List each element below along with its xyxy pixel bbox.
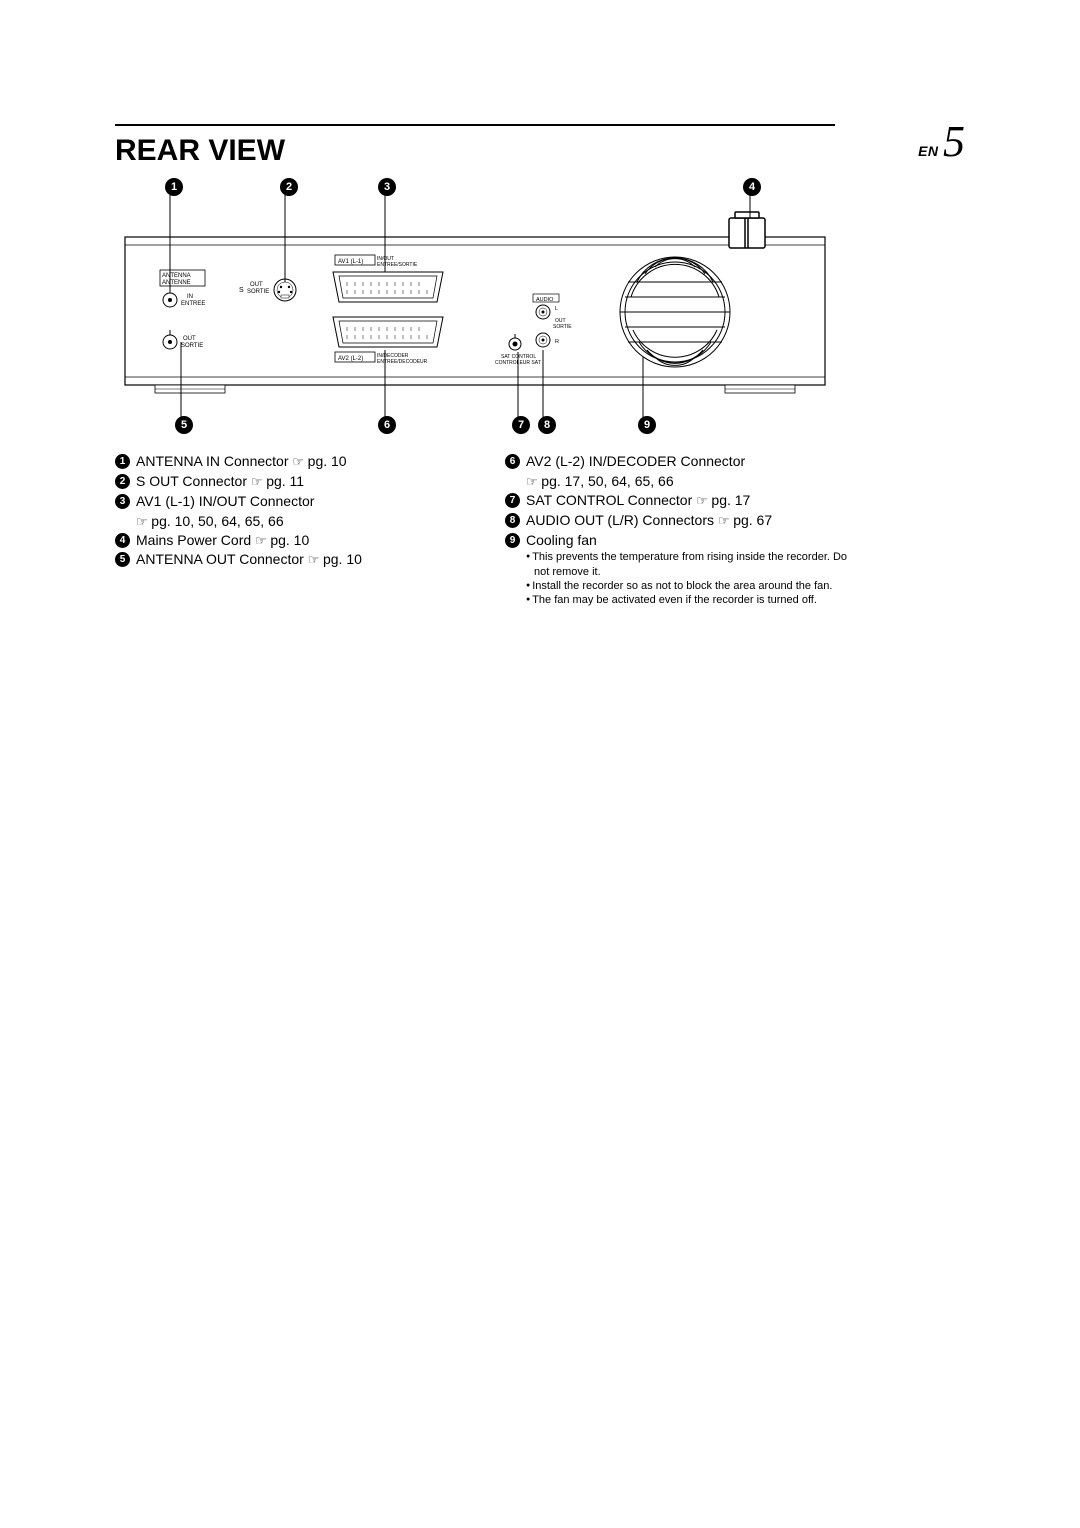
legend-note: The fan may be activated even if the rec… bbox=[526, 593, 855, 607]
svg-text:ANTENNE: ANTENNE bbox=[162, 280, 191, 286]
svg-text:L: L bbox=[555, 306, 558, 312]
legend-bullet: 2 bbox=[115, 474, 130, 489]
legend-left: 1 ANTENNA IN Connector pg. 10 2 S OUT Conne… bbox=[115, 452, 465, 608]
header-rule bbox=[115, 124, 835, 126]
legend-bullet: 4 bbox=[115, 533, 130, 548]
callout-circle: 7 bbox=[512, 416, 530, 434]
rear-panel-diagram: ANTENNA ANTENNE IN ENTREE OUT SORTIE S O… bbox=[115, 182, 835, 442]
legend-bullet: 8 bbox=[505, 513, 520, 528]
callout-circle: 1 bbox=[165, 178, 183, 196]
legend-item: 3 AV1 (L-1) IN/OUT Connector bbox=[115, 492, 465, 511]
legend-columns: 1 ANTENNA IN Connector pg. 10 2 S OUT Conne… bbox=[115, 452, 855, 608]
callout-circle: 6 bbox=[378, 416, 396, 434]
legend-right: 6 AV2 (L-2) IN/DECODER Connectorpg. 17, 5… bbox=[505, 452, 855, 608]
lang-label: EN bbox=[918, 143, 938, 159]
legend-bullet: 5 bbox=[115, 552, 130, 567]
legend-item: 7 SAT CONTROL Connector pg. 17 bbox=[505, 491, 855, 510]
legend-text: SAT CONTROL Connector pg. 17 bbox=[526, 491, 855, 510]
svg-text:OUT: OUT bbox=[183, 336, 196, 342]
svg-text:SORTIE: SORTIE bbox=[553, 324, 572, 330]
svg-text:IN: IN bbox=[187, 294, 193, 300]
callout-circle: 8 bbox=[538, 416, 556, 434]
legend-bullet: 3 bbox=[115, 494, 130, 509]
legend-text: ANTENNA IN Connector pg. 10 bbox=[136, 452, 465, 471]
svg-text:SORTIE: SORTIE bbox=[247, 289, 269, 295]
legend-bullet: 7 bbox=[505, 493, 520, 508]
diagram-wrap: ANTENNA ANTENNE IN ENTREE OUT SORTIE S O… bbox=[115, 182, 835, 442]
legend-text: Mains Power Cord pg. 10 bbox=[136, 531, 465, 550]
page-number: EN 5 bbox=[918, 116, 965, 167]
callout-circle: 4 bbox=[743, 178, 761, 196]
legend-text: AV1 (L-1) IN/OUT Connector bbox=[136, 492, 465, 511]
legend-text: ANTENNA OUT Connector pg. 10 bbox=[136, 550, 465, 569]
svg-text:ENTREE: ENTREE bbox=[181, 301, 205, 307]
svg-text:S: S bbox=[239, 287, 244, 294]
legend-text: AV2 (L-2) IN/DECODER Connector bbox=[526, 452, 855, 471]
svg-text:AV2 (L-2): AV2 (L-2) bbox=[338, 356, 363, 362]
legend-bullet: 9 bbox=[505, 533, 520, 548]
legend-item: 8 AUDIO OUT (L/R) Connectors pg. 67 bbox=[505, 511, 855, 530]
svg-text:SORTIE: SORTIE bbox=[181, 343, 203, 349]
svg-text:ANTENNA: ANTENNA bbox=[162, 273, 191, 279]
callout-circle: 9 bbox=[638, 416, 656, 434]
legend-bullet: 6 bbox=[505, 454, 520, 469]
callout-circle: 3 bbox=[378, 178, 396, 196]
legend-ref-below: pg. 17, 50, 64, 65, 66 bbox=[505, 472, 855, 491]
legend-note: Install the recorder so as not to block … bbox=[526, 579, 855, 593]
page-num: 5 bbox=[943, 117, 965, 166]
legend-item: 2 S OUT Connector pg. 11 bbox=[115, 472, 465, 491]
legend-text: Cooling fan bbox=[526, 531, 855, 550]
svg-text:OUT: OUT bbox=[250, 282, 263, 288]
section-title: REAR VIEW bbox=[115, 134, 965, 168]
callout-circle: 5 bbox=[175, 416, 193, 434]
legend-item: 1 ANTENNA IN Connector pg. 10 bbox=[115, 452, 465, 471]
legend-notes: This prevents the temperature from risin… bbox=[505, 550, 855, 607]
legend-item: 9 Cooling fan bbox=[505, 531, 855, 550]
legend-bullet: 1 bbox=[115, 454, 130, 469]
legend-item: 5 ANTENNA OUT Connector pg. 10 bbox=[115, 550, 465, 569]
legend-note: This prevents the temperature from risin… bbox=[526, 550, 855, 579]
legend-text: S OUT Connector pg. 11 bbox=[136, 472, 465, 491]
legend-item: 6 AV2 (L-2) IN/DECODER Connector bbox=[505, 452, 855, 471]
svg-text:AUDIO: AUDIO bbox=[536, 297, 554, 303]
callout-circle: 2 bbox=[280, 178, 298, 196]
svg-text:AV1 (L-1): AV1 (L-1) bbox=[338, 259, 363, 265]
svg-text:ENTREE/SORTIE: ENTREE/SORTIE bbox=[377, 262, 418, 268]
legend-text: AUDIO OUT (L/R) Connectors pg. 67 bbox=[526, 511, 855, 530]
page-content: EN 5 REAR VIEW ANTENNA ANTENNE bbox=[115, 124, 965, 608]
legend-ref-below: pg. 10, 50, 64, 65, 66 bbox=[115, 512, 465, 531]
rear-panel-svg: ANTENNA ANTENNE IN ENTREE OUT SORTIE S O… bbox=[115, 182, 835, 442]
legend-item: 4 Mains Power Cord pg. 10 bbox=[115, 531, 465, 550]
svg-text:R: R bbox=[555, 339, 559, 345]
